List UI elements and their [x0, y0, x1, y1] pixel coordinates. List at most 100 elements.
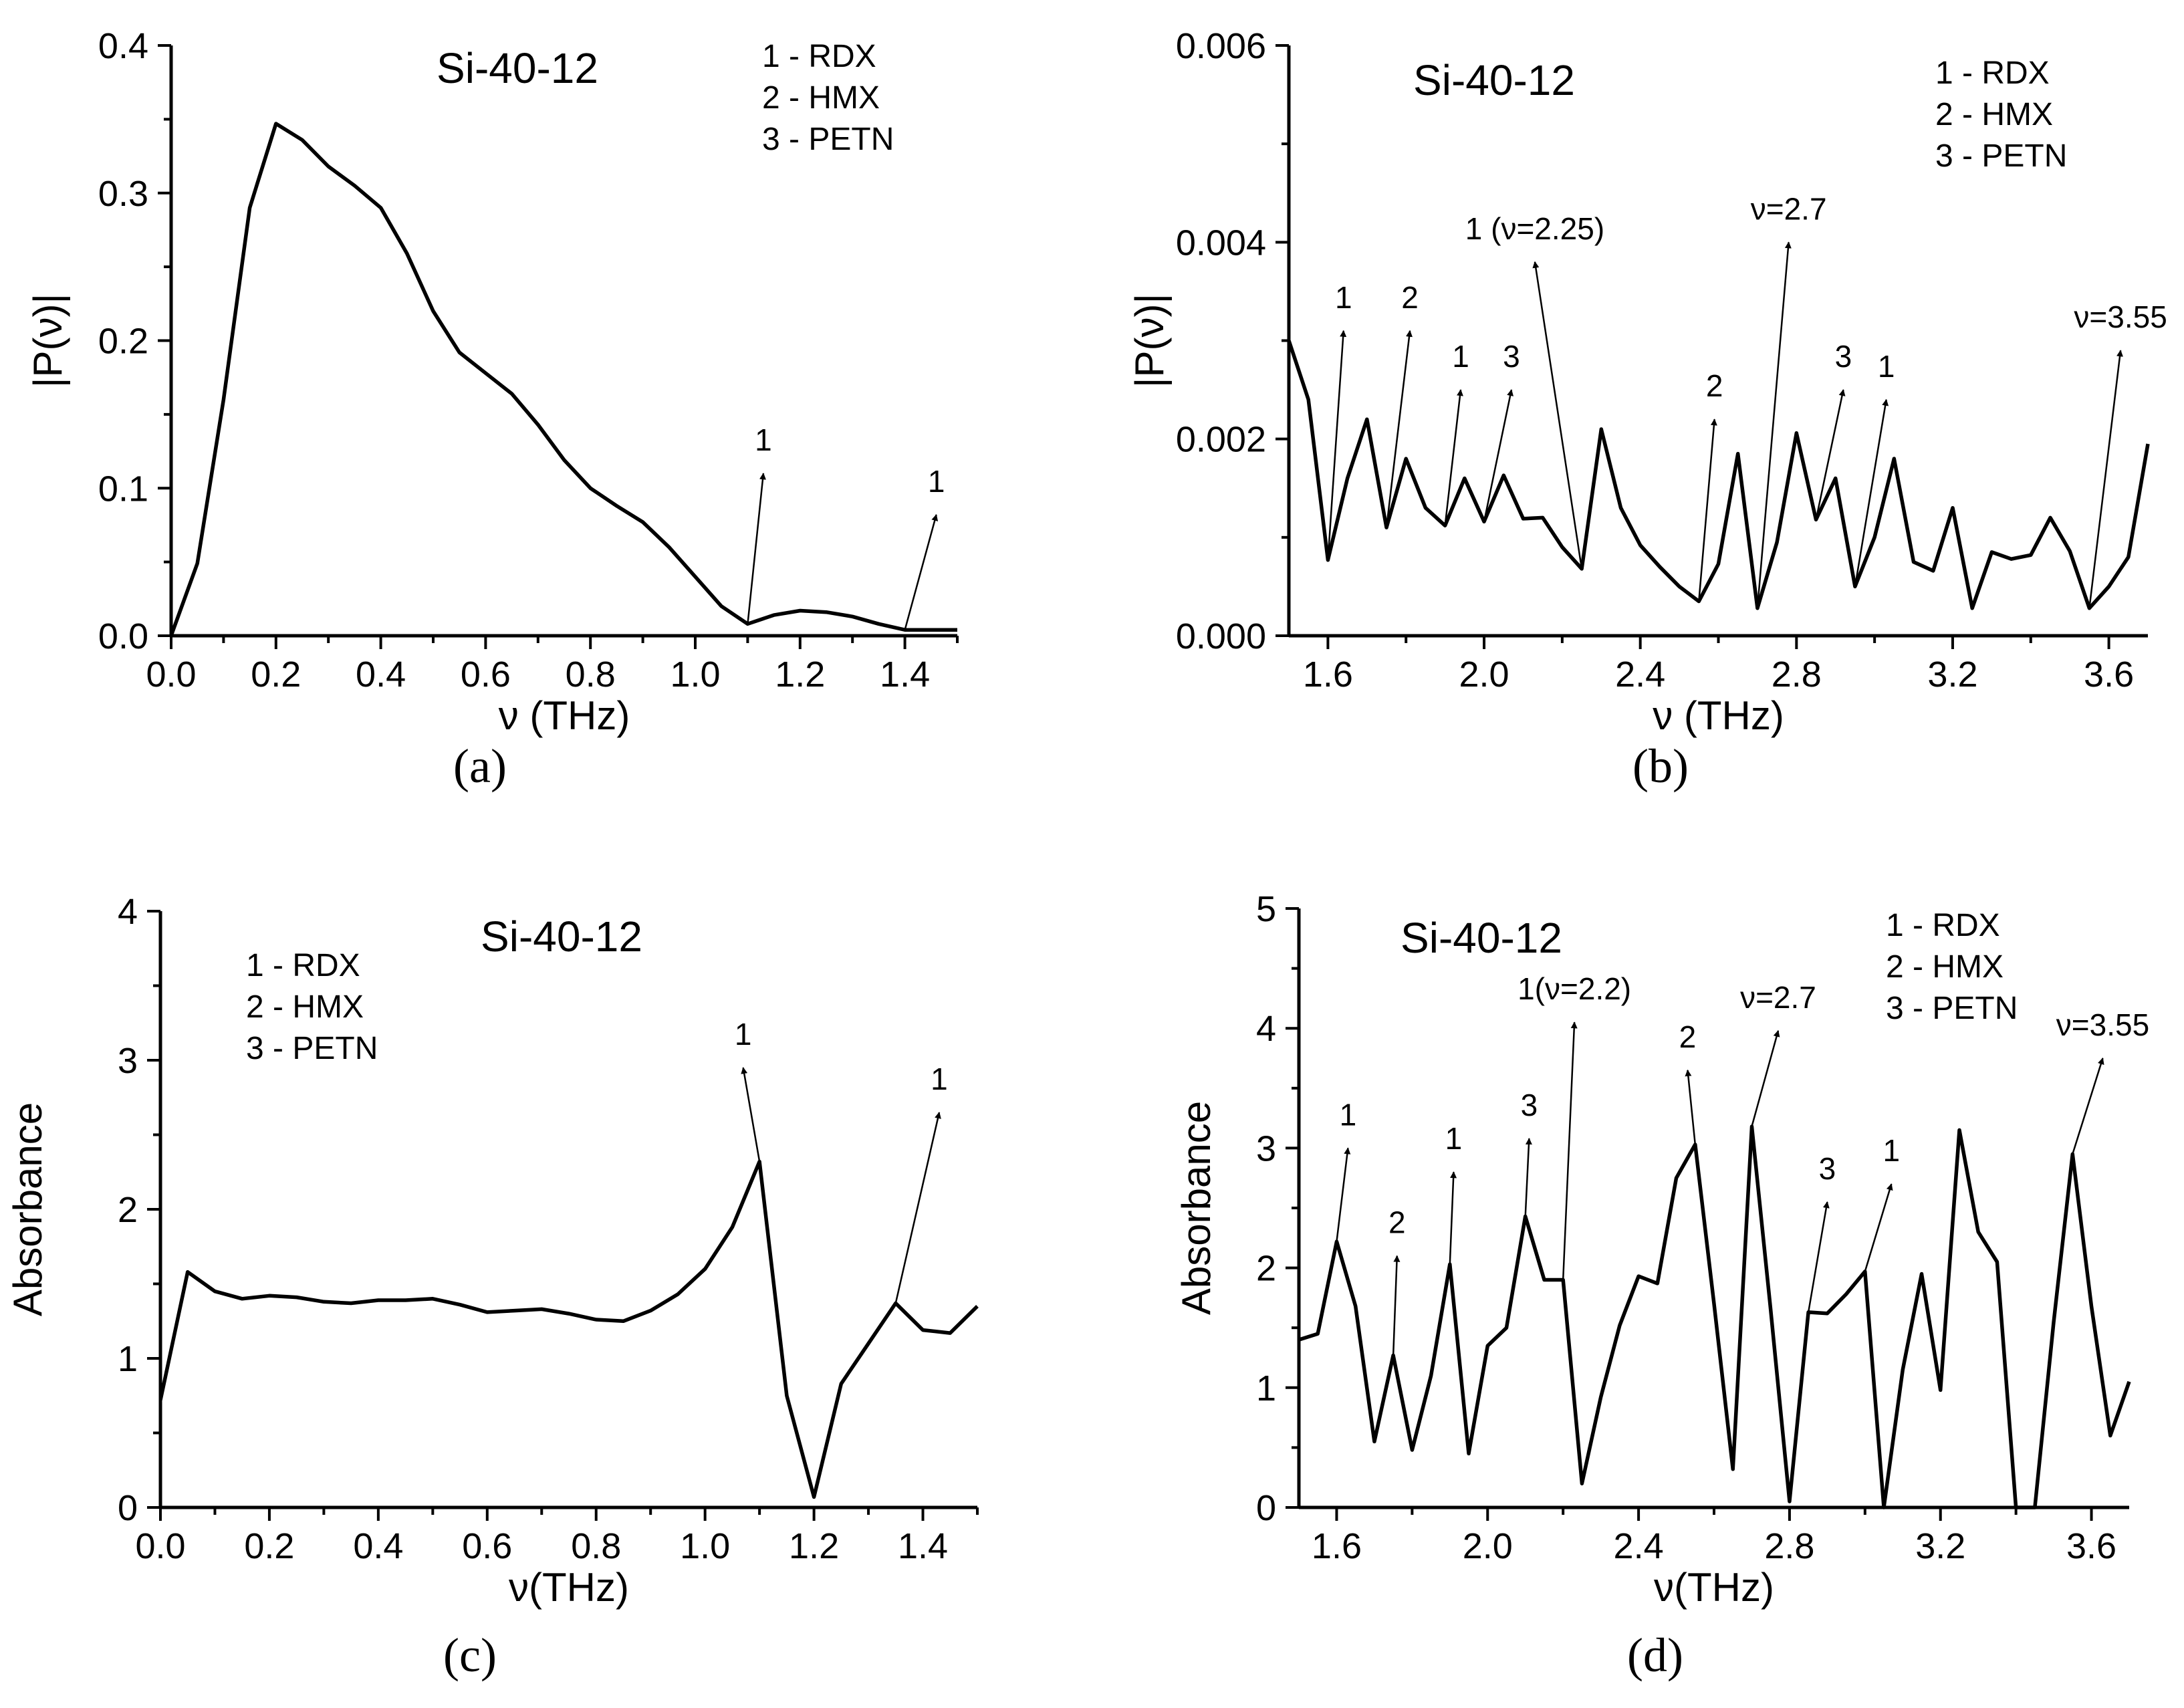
annotation-arrow — [1392, 1255, 1401, 1356]
x-tick-label: 2.0 — [1459, 654, 1509, 695]
data-series-line — [160, 1159, 979, 1499]
annotation-arrow — [1698, 418, 1717, 602]
annotation-arrow — [1751, 1029, 1780, 1127]
annotation-arrow — [747, 473, 766, 624]
annotation-arrow — [1854, 398, 1889, 587]
legend-entry: 2 - HMX — [246, 989, 364, 1025]
y-tick-label: 5 — [1256, 889, 1276, 929]
x-tick-label: 1.4 — [880, 654, 930, 695]
annotation-label: 3 — [1521, 1088, 1538, 1122]
chart-a: 0.0 0.1 0.2 0.3 0.4 0.0 0.2 0.4 0.6 0.8 1.0 1.2 1.4 ν… — [25, 26, 959, 793]
annotation-label: 1 — [1445, 1121, 1463, 1156]
x-tick-label: 1.0 — [670, 654, 720, 695]
data-series-line — [1289, 340, 2150, 610]
x-tick-label: 0.0 — [135, 1526, 185, 1566]
x-tick-label: 3.2 — [1915, 1526, 1965, 1566]
chart-title: Si-40-12 — [481, 912, 642, 961]
annotation-arrow — [894, 1112, 941, 1304]
annotation-arrow — [1532, 261, 1583, 570]
annotation-label: 3 — [1835, 339, 1852, 374]
x-tick-label: 2.4 — [1615, 654, 1665, 695]
annotation-label: ν=2.7 — [1740, 980, 1816, 1015]
annotation-label: ν=3.55 — [2074, 299, 2167, 334]
annotation-arrow — [1449, 1171, 1457, 1265]
y-tick-label: 0.000 — [1176, 616, 1266, 656]
chart-title: Si-40-12 — [1401, 914, 1562, 962]
x-tick-label: 3.6 — [2084, 654, 2134, 695]
x-axis-label: ν (THz) — [499, 693, 630, 738]
y-tick-label: 0 — [118, 1488, 138, 1528]
panel-label: (b) — [1632, 739, 1689, 793]
legend-entry: 3 - PETN — [1886, 991, 2018, 1026]
annotation-label: 1 — [1878, 349, 1895, 384]
x-tick-label: 0.2 — [251, 654, 301, 695]
y-axis-label: |P(ν)| — [25, 293, 70, 388]
x-tick-label: 1.0 — [680, 1526, 730, 1566]
y-axis-label: Absorbance — [5, 1102, 50, 1316]
annotation-arrow — [1336, 1147, 1351, 1242]
y-tick-label: 4 — [1256, 1009, 1276, 1049]
annotation-label: 1 — [1452, 339, 1469, 374]
y-tick-label: 1 — [118, 1339, 138, 1379]
annotation-label: 2 — [1388, 1205, 1406, 1240]
chart-d: 0 1 2 3 4 5 1.6 2.0 2.4 2.8 3.2 3.6 ν(THz) Absorbance… — [1174, 889, 2149, 1682]
y-tick-label: 0.1 — [98, 469, 148, 509]
x-tick-label: 0.6 — [462, 1526, 512, 1566]
x-tick-label: 3.6 — [2066, 1526, 2116, 1566]
annotation-arrow — [1385, 330, 1413, 528]
annotation-label: 1 — [1883, 1133, 1901, 1168]
annotation-arrow — [2072, 1058, 2104, 1154]
annotation-arrow — [741, 1067, 761, 1162]
y-tick-label: 0.2 — [98, 322, 148, 362]
x-axis-label: ν(THz) — [509, 1565, 629, 1610]
legend-entry: 1 - RDX — [1935, 55, 2050, 91]
panel-label: (a) — [453, 739, 507, 793]
annotation-label: 3 — [1503, 339, 1520, 374]
y-axis-label: Absorbance — [1174, 1101, 1219, 1315]
y-tick-label: 0.3 — [98, 174, 148, 214]
annotation-label: 1 — [755, 422, 772, 457]
annotation-label: 1 — [931, 1062, 948, 1096]
x-tick-label: 0.8 — [566, 654, 616, 695]
y-tick-label: 0.4 — [98, 26, 148, 66]
legend-entry: 2 - HMX — [1886, 949, 2004, 985]
y-tick-label: 3 — [118, 1041, 138, 1081]
legend-entry: 2 - HMX — [1935, 97, 2053, 132]
annotation-label: 3 — [1819, 1151, 1836, 1186]
chart-c: 0 1 2 3 4 0.0 0.2 0.4 0.6 0.8 1.0 1.2 1.4 ν(THz) Absor… — [5, 892, 979, 1682]
x-tick-label: 0.6 — [461, 654, 511, 695]
x-tick-label: 0.2 — [244, 1526, 294, 1566]
annotation-label: 1 — [1335, 280, 1352, 315]
annotation-label: 1 — [1340, 1097, 1357, 1132]
y-tick-label: 0 — [1256, 1488, 1276, 1528]
annotation-arrow — [1562, 1021, 1578, 1280]
annotation-label: 1(ν=2.2) — [1518, 971, 1631, 1006]
annotation-arrow — [1444, 389, 1463, 526]
legend-entry: 3 - PETN — [762, 122, 894, 157]
y-tick-label: 0.002 — [1176, 420, 1266, 460]
y-tick-label: 4 — [118, 892, 138, 932]
chart-title: Si-40-12 — [1413, 56, 1575, 104]
chart-title: Si-40-12 — [437, 44, 598, 92]
annotation-arrow — [1756, 241, 1792, 608]
annotation-arrow — [1864, 1183, 1893, 1272]
legend-entry: 1 - RDX — [1886, 908, 2000, 943]
chart-b: 0.000 0.002 0.004 0.006 1.6 2.0 2.4 2.8 3.2 3.6 ν … — [1127, 26, 2167, 793]
y-tick-label: 2 — [118, 1190, 138, 1230]
data-series-line — [171, 122, 957, 636]
annotation-label: 1 (ν=2.25) — [1465, 211, 1604, 246]
annotation-arrow — [1483, 389, 1514, 522]
annotation-label: ν=2.7 — [1751, 191, 1827, 226]
annotation-arrow — [1685, 1069, 1697, 1145]
x-tick-label: 1.6 — [1312, 1526, 1362, 1566]
y-axis-label: |P(ν)| — [1127, 293, 1172, 388]
y-tick-label: 0.0 — [98, 616, 148, 656]
legend-entry: 3 - PETN — [246, 1031, 378, 1066]
data-series-line — [1299, 1124, 2131, 1509]
x-tick-label: 2.8 — [1764, 1526, 1814, 1566]
annotation-label: 2 — [1401, 280, 1419, 315]
annotation-arrow — [1815, 389, 1846, 520]
y-tick-label: 1 — [1256, 1368, 1276, 1409]
y-tick-label: 0.006 — [1176, 26, 1266, 66]
